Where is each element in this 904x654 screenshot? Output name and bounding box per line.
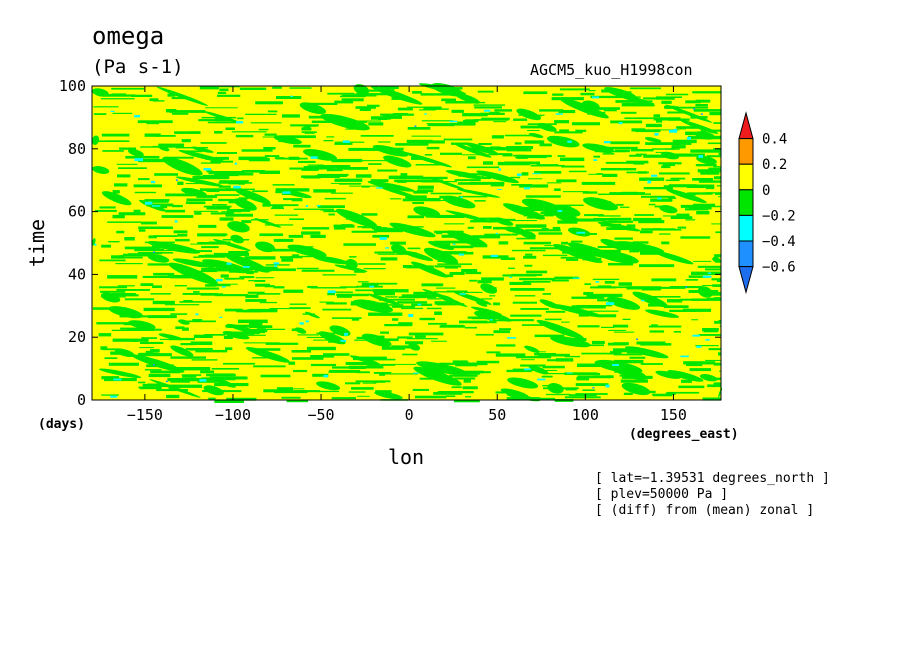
y-tick-label: 40 bbox=[68, 265, 86, 283]
colorbar-lower-arrow bbox=[738, 266, 754, 295]
x-tick-label: 0 bbox=[405, 406, 414, 424]
x-axis-label: lon bbox=[388, 445, 424, 469]
colorbar-label: −0.2 bbox=[762, 208, 796, 224]
x-tick-label: 100 bbox=[572, 406, 599, 424]
negative-anomaly-patches bbox=[91, 82, 723, 402]
x-tick-label: −50 bbox=[308, 406, 335, 424]
colorbar-label: 0 bbox=[762, 183, 770, 199]
model-name: AGCM5_kuo_H1998con bbox=[530, 61, 693, 79]
x-axis-units: (degrees_east) bbox=[629, 427, 739, 442]
colorbar-segment bbox=[738, 214, 754, 242]
colorbar-label: 0.4 bbox=[762, 132, 787, 148]
strongest-negative-spots bbox=[153, 108, 703, 389]
colorbar-upper-arrow bbox=[738, 111, 754, 140]
annotation-plev: [ plev=50000 Pa ] bbox=[595, 487, 728, 502]
colorbar-segment bbox=[738, 163, 754, 191]
colorbar-segment bbox=[738, 240, 754, 268]
plot-area bbox=[91, 82, 723, 403]
colorbar: 0.4 0.2 0 −0.2 −0.4 −0.6 bbox=[738, 111, 796, 295]
y-tick-label: 60 bbox=[68, 203, 86, 221]
colorbar-segment bbox=[738, 189, 754, 216]
y-axis-label: time bbox=[25, 219, 49, 267]
colorbar-label: −0.4 bbox=[762, 234, 796, 250]
x-tick-label: 150 bbox=[660, 406, 687, 424]
strong-negative-spots bbox=[94, 95, 712, 398]
chart-units: (Pa s-1) bbox=[92, 56, 184, 78]
y-tick-label: 80 bbox=[68, 140, 86, 158]
x-tick-label: 50 bbox=[488, 406, 506, 424]
colorbar-label: 0.2 bbox=[762, 157, 787, 173]
y-axis-units: (days) bbox=[38, 417, 85, 432]
chart-title: omega bbox=[92, 22, 165, 50]
annotation-lat: [ lat=−1.39531 degrees_north ] bbox=[595, 471, 830, 486]
colorbar-segment bbox=[738, 138, 754, 165]
y-tick-label: 20 bbox=[68, 328, 86, 346]
y-tick-label: 0 bbox=[77, 391, 86, 409]
axes: −150 −100 −50 0 50 100 150 0 20 40 60 80 100 bbox=[59, 77, 721, 424]
annotation-diff: [ (diff) from (mean) zonal ] bbox=[595, 503, 814, 518]
plot-frame bbox=[91, 85, 722, 401]
x-tick-label: −150 bbox=[127, 406, 163, 424]
colorbar-label: −0.6 bbox=[762, 260, 796, 276]
x-tick-label: −100 bbox=[215, 406, 251, 424]
y-tick-label: 100 bbox=[59, 77, 86, 95]
